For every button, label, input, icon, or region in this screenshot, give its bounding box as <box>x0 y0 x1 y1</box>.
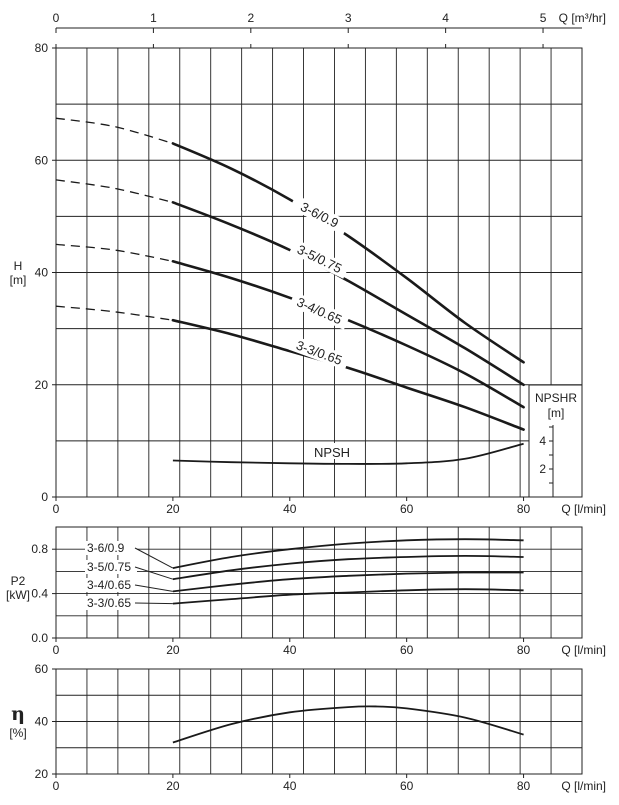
y-axis-unit: [%] <box>9 726 26 740</box>
series-extrapolation <box>55 117 174 145</box>
y-axis-unit: [m] <box>10 273 27 287</box>
npshr-tick-label: 2 <box>539 462 546 476</box>
curve-label-group: 3-3/0.65 <box>288 335 350 371</box>
x-tick-label: 20 <box>166 643 180 657</box>
series-line-head <box>171 142 525 364</box>
series-line-head <box>171 318 525 431</box>
power-label: 3-3/0.65 <box>87 596 131 610</box>
x-tick-label: 80 <box>517 779 531 793</box>
x-tick-label: 40 <box>283 643 297 657</box>
y-tick-label: 20 <box>35 767 49 781</box>
top-axis-label: Q [m³/hr] <box>559 11 606 25</box>
power-label-leader <box>134 584 173 592</box>
series-line-power <box>172 588 524 605</box>
series-extrapolation <box>55 305 173 321</box>
top-tick-label: 3 <box>345 11 352 25</box>
curve-label-group: 3-6/0.9 <box>289 194 350 236</box>
top-tick-label: 5 <box>540 11 547 25</box>
npshr-unit: [m] <box>548 406 565 420</box>
y-axis-label: P2 <box>11 574 26 588</box>
power-label-bg <box>85 578 137 592</box>
y-tick-label: 40 <box>35 266 49 280</box>
curve-label: 3-4/0.65 <box>295 294 345 327</box>
x-tick-label: 60 <box>400 643 414 657</box>
curve-label-group: 3-4/0.65 <box>288 291 350 330</box>
top-tick-label: 1 <box>150 11 157 25</box>
x-axis-label: Q [l/min] <box>561 779 606 793</box>
x-tick-label: 60 <box>400 779 414 793</box>
x-tick-label: 0 <box>53 779 60 793</box>
npsh-label-bg <box>310 443 354 459</box>
plot-frame <box>55 526 583 639</box>
curve-label-bg <box>289 238 350 279</box>
power-label-leader <box>134 602 173 605</box>
curve-label-bg <box>288 291 350 330</box>
y-tick-label: 20 <box>35 378 49 392</box>
power-label-bg <box>85 541 137 555</box>
power-label: 3-4/0.65 <box>87 578 131 592</box>
series-line-power <box>172 538 524 569</box>
npshr-box <box>528 384 583 498</box>
series-line-efficiency <box>172 705 524 744</box>
y-tick-label: 0 <box>41 490 48 504</box>
curve-label: 3-3/0.65 <box>294 338 344 368</box>
y-tick-label: 0.4 <box>31 587 48 601</box>
series-extrapolation <box>55 243 174 262</box>
top-tick-label: 4 <box>442 11 449 25</box>
series-line-head <box>171 201 525 387</box>
npshr-label: NPSHR <box>535 391 577 405</box>
x-tick-label: 0 <box>53 502 60 516</box>
power-label-bg <box>85 560 137 574</box>
power-label-leader <box>134 566 174 580</box>
top-tick-label: 0 <box>53 11 60 25</box>
x-tick-label: 60 <box>400 502 414 516</box>
series-line-head <box>171 260 525 409</box>
y-axis-label: η <box>11 703 25 725</box>
curve-label: 3-5/0.75 <box>295 242 344 276</box>
y-tick-label: 0.0 <box>31 631 48 645</box>
x-tick-label: 40 <box>283 779 297 793</box>
curve-label-bg <box>288 335 350 371</box>
series-line-head <box>172 442 524 465</box>
x-axis-label: Q [l/min] <box>561 643 606 657</box>
npsh-label: NPSH <box>314 445 350 460</box>
y-tick-label: 40 <box>35 715 49 729</box>
x-tick-label: 0 <box>53 643 60 657</box>
y-tick-label: 60 <box>35 662 49 676</box>
top-tick-label: 2 <box>247 11 254 25</box>
x-tick-label: 20 <box>166 502 180 516</box>
x-tick-label: 80 <box>517 643 531 657</box>
x-axis-label: Q [l/min] <box>561 502 606 516</box>
y-tick-label: 0.8 <box>31 542 48 556</box>
curve-label-bg <box>289 194 350 236</box>
series-line-power <box>172 554 524 581</box>
power-label-leader <box>134 547 174 569</box>
x-tick-label: 40 <box>283 502 297 516</box>
power-label: 3-5/0.75 <box>87 560 131 574</box>
y-axis-label: H <box>14 259 23 273</box>
x-tick-label: 20 <box>166 779 180 793</box>
npshr-tick-label: 4 <box>539 434 546 448</box>
power-label: 3-6/0.9 <box>87 541 125 555</box>
power-label-bg <box>85 596 137 610</box>
series-extrapolation <box>55 179 174 203</box>
x-tick-label: 80 <box>517 502 531 516</box>
y-axis-unit: [kW] <box>6 588 30 602</box>
y-tick-label: 80 <box>35 41 49 55</box>
series-line-power <box>172 571 524 593</box>
y-tick-label: 60 <box>35 153 49 167</box>
